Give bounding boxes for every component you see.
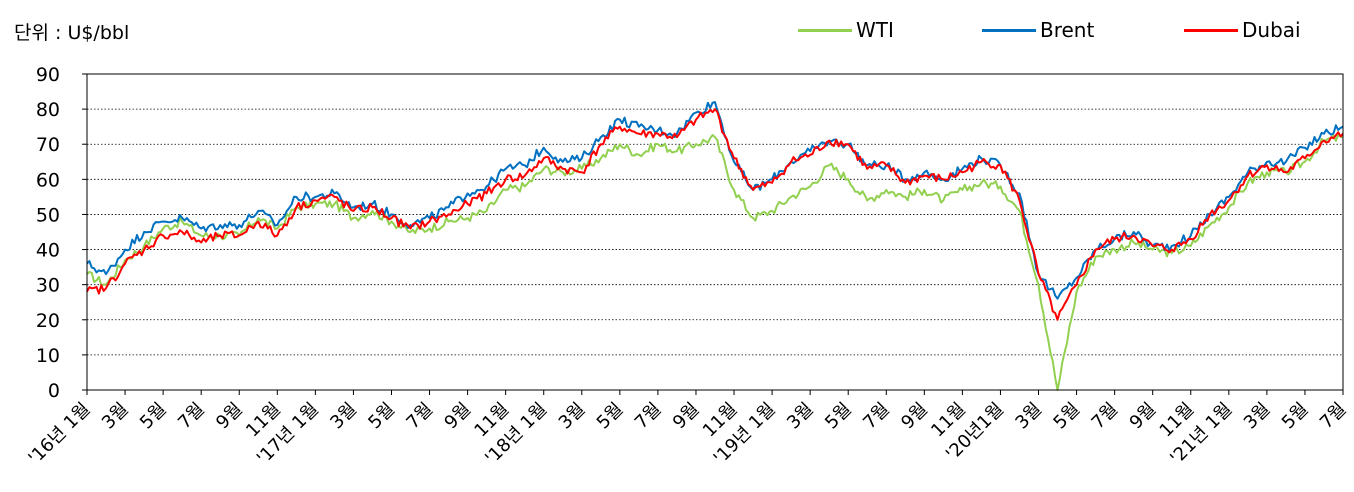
legend-label-brent: Brent — [1040, 18, 1095, 42]
x-tick-label: '16년 1월 — [24, 399, 94, 469]
x-tick-label: 3월 — [783, 399, 818, 434]
x-tick-label: 7월 — [631, 399, 666, 434]
x-tick-label: 7월 — [859, 399, 894, 434]
y-axis-ticks: 0 10 20 30 40 50 60 70 80 90 — [36, 64, 87, 402]
series-lines — [86, 101, 1344, 391]
gridlines — [87, 108, 1343, 356]
plot-frame — [86, 73, 1344, 391]
y-tick-label-90: 90 — [36, 64, 60, 86]
y-tick-label-60: 60 — [36, 169, 60, 191]
x-tick-label: 3월 — [326, 399, 361, 434]
series-line-brent — [86, 101, 1344, 300]
legend-swatch-brent — [982, 28, 1036, 32]
y-tick-label-30: 30 — [36, 275, 60, 297]
x-tick-label: 5월 — [364, 399, 399, 434]
legend-item-brent: Brent — [982, 18, 1094, 42]
x-tick-label: 7월 — [402, 399, 437, 434]
x-tick-label: 5월 — [1278, 399, 1313, 434]
x-tick-label: 5월 — [136, 399, 171, 434]
x-tick-label: 5월 — [1049, 399, 1084, 434]
legend-swatch-dubai — [1184, 28, 1238, 32]
x-tick-label: 3월 — [555, 399, 590, 434]
unit-label: 단위 : U$/bbl — [14, 22, 130, 44]
x-tick-label: 9월 — [897, 399, 932, 434]
series-line-dubai — [86, 108, 1344, 321]
x-tick-label: 5월 — [593, 399, 628, 434]
x-tick-label: 5월 — [821, 399, 856, 434]
x-tick-label: 9월 — [212, 399, 247, 434]
legend-item-dubai: Dubai — [1184, 18, 1301, 42]
y-tick-label-80: 80 — [36, 99, 60, 121]
x-tick-label: 7월 — [1316, 399, 1351, 434]
y-tick-label-70: 70 — [36, 134, 60, 156]
legend-item-wti: WTI — [798, 18, 894, 42]
x-tick-label: 9월 — [1126, 399, 1161, 434]
x-tick-label: 9월 — [440, 399, 475, 434]
x-tick-label: 3월 — [98, 399, 133, 434]
y-tick-label-40: 40 — [36, 240, 60, 262]
y-tick-label-10: 10 — [36, 345, 60, 367]
y-tick-label-20: 20 — [36, 310, 60, 332]
y-tick-label-50: 50 — [36, 204, 60, 226]
x-tick-label: 7월 — [174, 399, 209, 434]
x-tick-label: 7월 — [1088, 399, 1123, 434]
y-tick-label-0: 0 — [48, 380, 60, 402]
x-tick-label: 3월 — [1240, 399, 1275, 434]
legend-label-dubai: Dubai — [1242, 18, 1301, 42]
x-tick-label: 3월 — [1011, 399, 1046, 434]
series-line-wti — [86, 134, 1344, 391]
legend-swatch-wti — [798, 28, 852, 32]
x-tick-label: 9월 — [669, 399, 704, 434]
legend-label-wti: WTI — [856, 18, 894, 42]
